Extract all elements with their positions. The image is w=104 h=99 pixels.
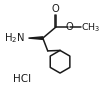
Text: $\mathsf{CH_3}$: $\mathsf{CH_3}$ [81, 21, 101, 33]
Polygon shape [28, 37, 43, 39]
Text: O: O [52, 4, 59, 14]
Text: HCl: HCl [13, 74, 31, 84]
Text: O: O [65, 22, 73, 32]
Text: $\mathsf{H_2N}$: $\mathsf{H_2N}$ [4, 31, 25, 45]
